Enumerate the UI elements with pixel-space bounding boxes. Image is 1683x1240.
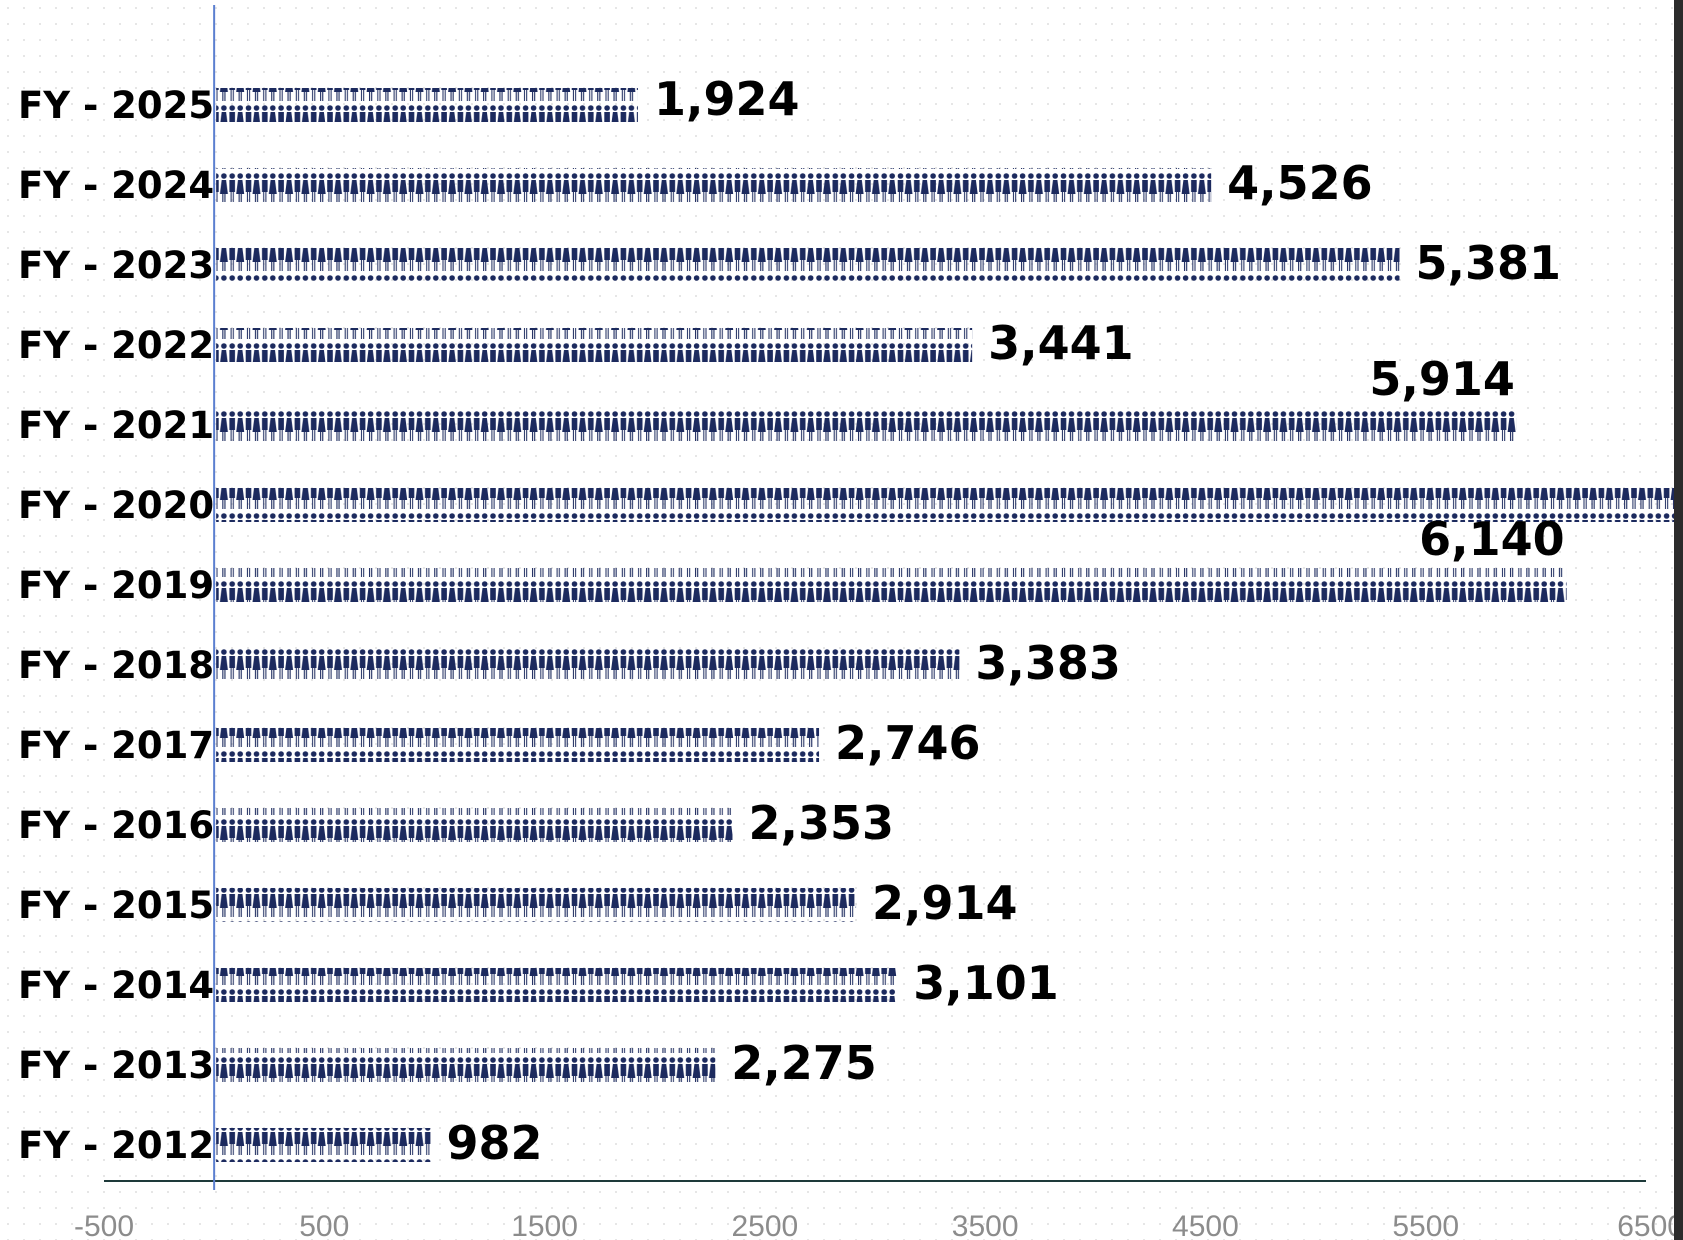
- data-label: 5,381: [1416, 236, 1562, 290]
- category-label: FY - 2013: [18, 1044, 214, 1087]
- category-label: FY - 2015: [18, 884, 214, 927]
- data-label: 4,526: [1227, 156, 1373, 210]
- x-tick-label: -500: [74, 1210, 134, 1240]
- x-tick-label: 3500: [952, 1210, 1019, 1240]
- bar-fy-2025: [216, 88, 638, 122]
- data-label: 2,914: [872, 876, 1018, 930]
- bar-fy-2016: [216, 808, 733, 842]
- category-label: FY - 2025: [18, 84, 214, 127]
- bar-fy-2024: [216, 168, 1212, 202]
- bar-fy-2015: [216, 888, 857, 922]
- category-label: FY - 2016: [18, 804, 214, 847]
- category-label: FY - 2023: [18, 244, 214, 287]
- data-label: 3,383: [975, 636, 1121, 690]
- data-label: 6,140: [1419, 512, 1565, 566]
- data-label: 982: [446, 1116, 542, 1170]
- category-label: FY - 2018: [18, 644, 214, 687]
- x-tick-label: 500: [299, 1210, 349, 1240]
- data-label: 1,924: [654, 72, 800, 126]
- bar-fy-2022: [216, 328, 973, 362]
- data-label: 5,914: [1369, 352, 1515, 406]
- bar-fy-2020: [216, 488, 1683, 522]
- category-label: FY - 2021: [18, 404, 214, 447]
- data-label: 2,353: [748, 796, 894, 850]
- data-label: 2,746: [835, 716, 981, 770]
- category-label: FY - 2020: [18, 484, 214, 527]
- x-tick-label: 6500: [1617, 1210, 1683, 1240]
- bar-fy-2021: [216, 408, 1517, 442]
- category-label: FY - 2019: [18, 564, 214, 607]
- x-tick-label: 4500: [1172, 1210, 1239, 1240]
- x-tick-label: 1500: [511, 1210, 578, 1240]
- right-edge-bar: [1674, 0, 1683, 1240]
- category-label: FY - 2022: [18, 324, 214, 367]
- bar-fy-2023: [216, 248, 1400, 282]
- category-label: FY - 2012: [18, 1124, 214, 1167]
- category-label: FY - 2024: [18, 164, 214, 207]
- category-labels: FY - 2025 FY - 2024 FY - 2023 FY - 2022 FY -…: [18, 84, 214, 1167]
- x-tick-label: 5500: [1392, 1210, 1459, 1240]
- bar-fy-2018: [216, 648, 960, 682]
- data-label: 3,101: [913, 956, 1059, 1010]
- data-labels: 1,9244,5265,3813,4415,9148,0746,1403,383…: [446, 72, 1565, 1170]
- bar-fy-2012: [216, 1128, 431, 1162]
- bar-fy-2019: [216, 568, 1567, 602]
- x-tick-labels: -500 500 1500 2500 3500 4500 5500 6500: [74, 1210, 1683, 1240]
- category-label: FY - 2017: [18, 724, 214, 767]
- data-label: 2,275: [731, 1036, 877, 1090]
- x-tick-label: 2500: [731, 1210, 798, 1240]
- bars-group: [216, 88, 1683, 1162]
- bar-fy-2014: [216, 968, 898, 1002]
- bar-fy-2013: [216, 1048, 716, 1082]
- data-label: 3,441: [988, 316, 1134, 370]
- category-label: FY - 2014: [18, 964, 214, 1007]
- bar-fy-2017: [216, 728, 820, 762]
